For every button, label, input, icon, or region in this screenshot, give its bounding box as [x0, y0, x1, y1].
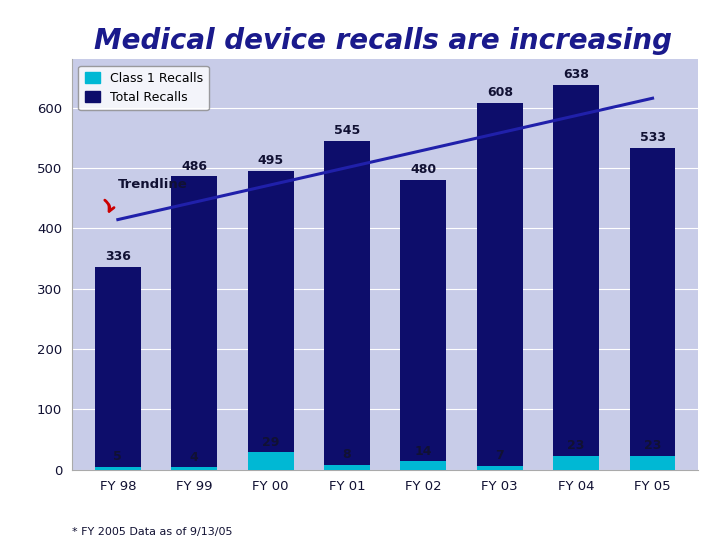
Text: 23: 23: [644, 440, 661, 453]
Bar: [248, 453, 294, 470]
Text: * FY 2005 Data as of 9/13/05: * FY 2005 Data as of 9/13/05: [72, 527, 233, 537]
Text: 5: 5: [114, 450, 122, 463]
Text: 8: 8: [343, 448, 351, 461]
Text: 480: 480: [410, 164, 436, 177]
Text: Medical device recalls are increasing: Medical device recalls are increasing: [94, 27, 672, 55]
Bar: [630, 456, 675, 470]
Bar: [95, 467, 140, 470]
Text: Trendline: Trendline: [118, 178, 188, 191]
Bar: [95, 267, 140, 470]
Bar: [324, 465, 370, 470]
Text: 29: 29: [262, 436, 279, 449]
Bar: [553, 456, 599, 470]
Text: 638: 638: [563, 68, 589, 81]
Bar: [400, 180, 446, 470]
Bar: [171, 177, 217, 470]
Text: 14: 14: [415, 445, 432, 458]
Legend: Class 1 Recalls, Total Recalls: Class 1 Recalls, Total Recalls: [78, 66, 209, 110]
Text: 4: 4: [190, 451, 199, 464]
Text: 545: 545: [334, 124, 360, 137]
Text: 486: 486: [181, 160, 207, 173]
Text: 7: 7: [495, 449, 504, 462]
Bar: [630, 148, 675, 470]
Bar: [171, 468, 217, 470]
Bar: [553, 85, 599, 470]
Text: 23: 23: [567, 440, 585, 453]
Text: 608: 608: [487, 86, 513, 99]
Bar: [248, 171, 294, 470]
Bar: [477, 103, 523, 470]
Text: 336: 336: [105, 251, 131, 264]
Bar: [324, 141, 370, 470]
Bar: [400, 461, 446, 470]
Text: 495: 495: [258, 154, 284, 167]
Text: 533: 533: [639, 132, 665, 145]
Bar: [477, 465, 523, 470]
